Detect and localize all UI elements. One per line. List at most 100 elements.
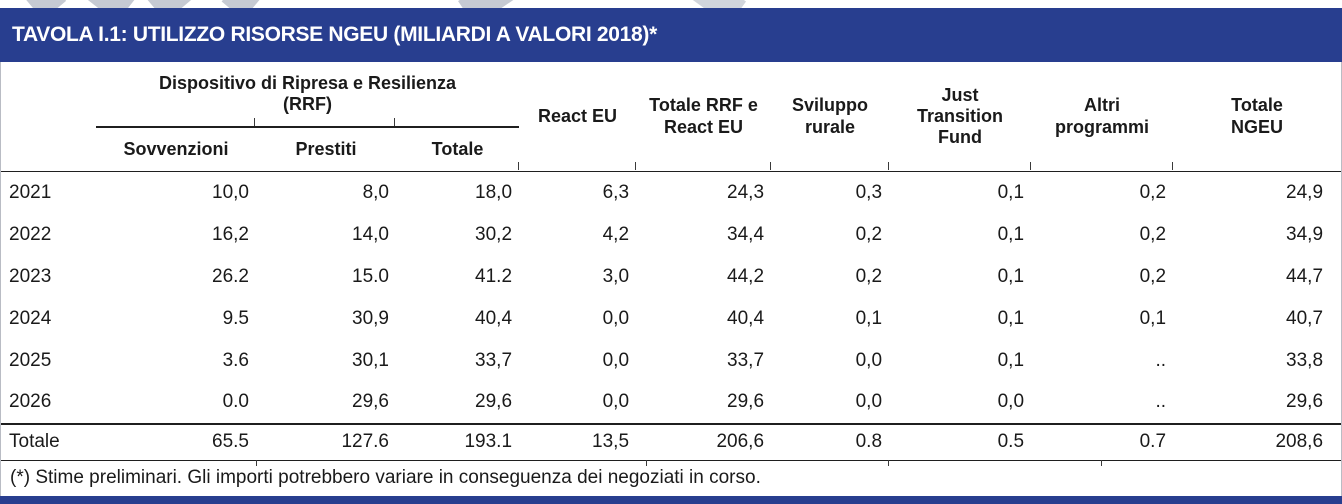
table-cell: 13,5 xyxy=(519,422,637,461)
column-header-totale-rrf-react-eu: Totale RRF e React EU xyxy=(636,62,772,172)
table-cell: 0,0 xyxy=(602,391,630,412)
row-label: 2022 xyxy=(9,223,52,245)
table-cell: 0,2 xyxy=(1139,265,1167,287)
table-total-section: Totale 65.5 127.6 193.1 13,5 206,6 0.8 0… xyxy=(1,422,1342,461)
column-header-prestiti: Prestiti xyxy=(256,127,396,172)
table-cell: 193.1 xyxy=(396,422,520,461)
table-cell: 6,3 xyxy=(602,181,630,203)
column-divider-tick xyxy=(1030,162,1031,170)
table-cell: 10,0 xyxy=(212,181,249,203)
table-cell: 15.0 xyxy=(352,265,389,287)
column-divider-tick xyxy=(1172,162,1173,170)
table-cell: 18,0 xyxy=(475,181,513,203)
total-row-label: Totale xyxy=(1,422,96,461)
column-divider-tick xyxy=(1101,460,1102,466)
table-cell: 0,1 xyxy=(997,265,1025,287)
column-divider-tick xyxy=(394,118,395,126)
table-footnote: (*) Stime preliminari. Gli importi potre… xyxy=(10,467,761,488)
table-cell: 40,4 xyxy=(475,307,513,329)
table-cell: 0,0 xyxy=(855,349,883,371)
row-label: 2025 xyxy=(9,349,52,371)
column-header-sovvenzioni: Sovvenzioni xyxy=(96,127,256,172)
row-label: 2026 xyxy=(9,391,52,412)
table-header: Dispositivo di Ripresa e Resilienza (RRF… xyxy=(1,62,1342,172)
table-cell: 0,1 xyxy=(997,349,1025,371)
table-row: 2026 0.0 29,6 29,6 0,0 29,6 0,0 0,0 .. 2… xyxy=(1,382,1341,424)
column-divider-tick xyxy=(646,460,647,466)
column-group-rrf: Dispositivo di Ripresa e Resilienza (RRF… xyxy=(96,62,520,128)
table-cell: 29,6 xyxy=(475,391,513,412)
table-cell: 33,7 xyxy=(475,349,513,371)
table-row: 2023 26.2 15.0 41.2 3,0 44,2 0,2 0,1 0,2… xyxy=(1,256,1341,298)
table-cell: 0,2 xyxy=(1139,223,1167,245)
row-label: 2023 xyxy=(9,265,52,287)
table-cell: 40,7 xyxy=(1286,307,1324,329)
table-cell: 0,2 xyxy=(855,265,883,287)
table-cell: 0,0 xyxy=(997,391,1025,412)
table-cell: 0,0 xyxy=(602,349,630,371)
table-cell: 0,2 xyxy=(1139,181,1167,203)
table-cell: 14,0 xyxy=(352,223,389,245)
column-header-react-eu: React EU xyxy=(519,62,637,172)
table-cell: 0,1 xyxy=(997,181,1025,203)
column-divider-tick xyxy=(256,460,257,466)
table-row: 2024 9.5 30,9 40,4 0,0 40,4 0,1 0,1 0,1 … xyxy=(1,298,1341,340)
table-cell: 206,6 xyxy=(636,422,772,461)
column-header-altri-programmi: Altri programmi xyxy=(1031,62,1174,172)
table-cell: 0.0 xyxy=(222,391,249,412)
table-cell: 24,3 xyxy=(727,181,765,203)
table-row: 2021 10,0 8,0 18,0 6,3 24,3 0,3 0,1 0,2 … xyxy=(1,172,1341,214)
column-header-totale-ngeu: Totale NGEU xyxy=(1173,62,1342,172)
column-header-sviluppo-rurale: Sviluppo rurale xyxy=(771,62,890,172)
table-cell: 30,9 xyxy=(352,307,389,329)
table-cell: 0.8 xyxy=(771,422,890,461)
table-cell: 0,0 xyxy=(855,391,883,412)
table-cell: 3.6 xyxy=(222,349,249,371)
table-cell: 30,2 xyxy=(475,223,513,245)
row-label: 2021 xyxy=(9,181,52,203)
table-cell: 3,0 xyxy=(602,265,630,287)
table-row: 2022 16,2 14,0 30,2 4,2 34,4 0,2 0,1 0,2… xyxy=(1,214,1341,256)
table-cell: 8,0 xyxy=(362,181,389,203)
column-header-just-transition-fund: Just Transition Fund xyxy=(889,62,1032,172)
table-cell: 0.5 xyxy=(889,422,1032,461)
table-cell: 44,7 xyxy=(1286,265,1324,287)
table-title-bar: TAVOLA I.1: UTILIZZO RISORSE NGEU (MILIA… xyxy=(0,8,1342,62)
ngeu-resources-table: Dispositivo di Ripresa e Resilienza (RRF… xyxy=(1,62,1342,461)
table-cell: 0,1 xyxy=(855,307,883,329)
table-cell: 34,4 xyxy=(727,223,765,245)
table-cell: 0,3 xyxy=(855,181,883,203)
table-rows: 2021 10,0 8,0 18,0 6,3 24,3 0,3 0,1 0,2 … xyxy=(1,172,1341,424)
table-cell: 33,8 xyxy=(1286,349,1324,371)
table-cell: 41.2 xyxy=(475,265,513,287)
table-row: 2025 3.6 30,1 33,7 0,0 33,7 0,0 0,1 .. 3… xyxy=(1,340,1341,382)
table-cell: 44,2 xyxy=(727,265,765,287)
table-body-area: Dispositivo di Ripresa e Resilienza (RRF… xyxy=(0,62,1342,496)
table-cell: 0,1 xyxy=(997,223,1025,245)
table-cell: .. xyxy=(1155,391,1167,412)
table-cell: 34,9 xyxy=(1286,223,1324,245)
corner-cell xyxy=(1,62,96,172)
total-row: Totale 65.5 127.6 193.1 13,5 206,6 0.8 0… xyxy=(1,422,1342,461)
table-cell: 127.6 xyxy=(256,422,396,461)
column-divider-tick xyxy=(254,118,255,126)
table-cell: 0.7 xyxy=(1031,422,1174,461)
table-cell: 0,2 xyxy=(855,223,883,245)
table-cell: 33,7 xyxy=(727,349,765,371)
table-cell: 29,6 xyxy=(727,391,765,412)
column-divider-tick xyxy=(518,162,519,170)
row-label: 2024 xyxy=(9,307,52,329)
table-cell: 30,1 xyxy=(352,349,389,371)
column-header-totale: Totale xyxy=(396,127,520,172)
table-cell: 29,6 xyxy=(352,391,389,412)
table-cell: 0,0 xyxy=(602,307,630,329)
bottom-accent-bar xyxy=(0,496,1342,504)
table-cell: 40,4 xyxy=(727,307,765,329)
table-cell: 16,2 xyxy=(212,223,249,245)
table-cell: 29,6 xyxy=(1286,391,1324,412)
column-divider-tick xyxy=(635,162,636,170)
table-cell: 0,1 xyxy=(1139,307,1167,329)
table-cell: 208,6 xyxy=(1173,422,1342,461)
table-cell: 9.5 xyxy=(222,307,249,329)
